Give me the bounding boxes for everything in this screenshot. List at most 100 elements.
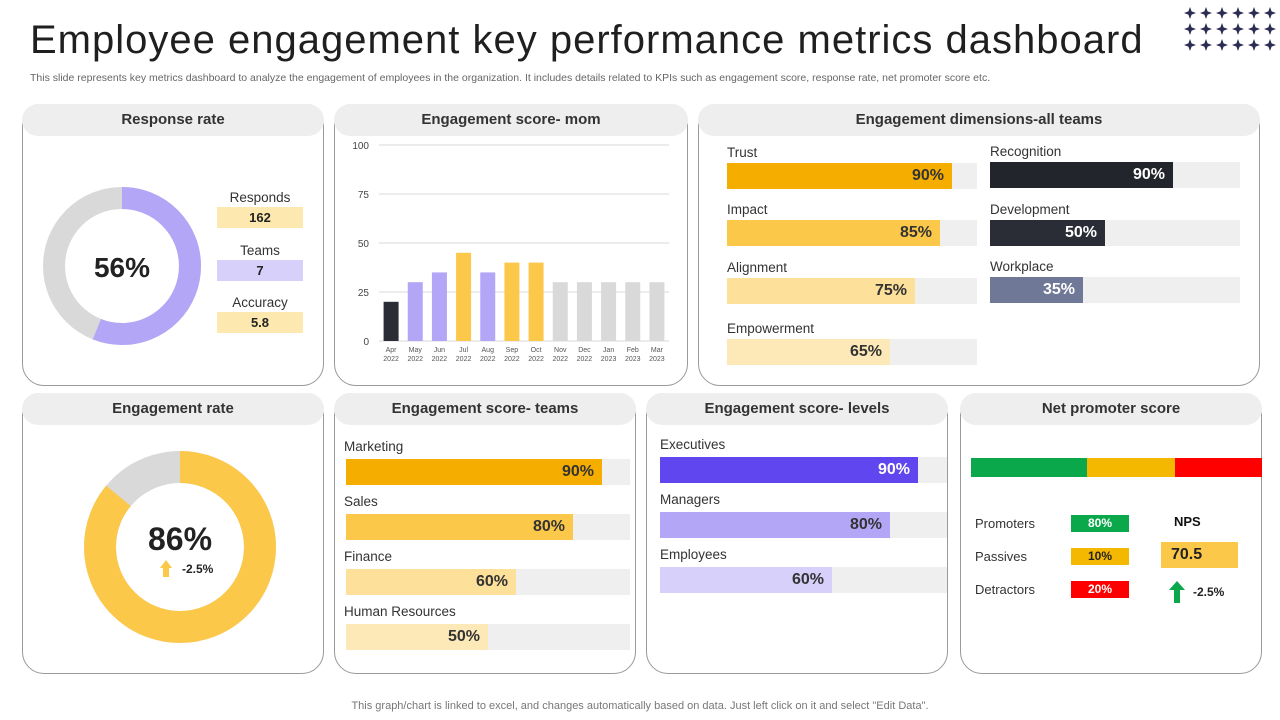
bar-may[interactable] xyxy=(407,282,423,341)
legend-label-responds: Responds xyxy=(229,190,291,205)
teams-panel: Engagement score- teams Marketing 90% Sale… xyxy=(334,393,636,674)
x-tick-year: 2023 xyxy=(601,356,617,363)
bar-value: 80% xyxy=(849,516,882,533)
bar-sep[interactable] xyxy=(504,262,520,341)
decorative-stars-icon xyxy=(1184,7,1276,51)
response-rate-donut[interactable]: 56% xyxy=(41,185,203,347)
nps-panel: Net promoter score Promoters 80% Passive… xyxy=(960,393,1262,674)
nps-title: Net promoter score xyxy=(960,393,1262,425)
bar-value: 90% xyxy=(877,461,910,478)
footer-note: This graph/chart is linked to excel, and… xyxy=(351,700,929,712)
bar-mar[interactable] xyxy=(649,282,665,341)
x-tick-year: 2022 xyxy=(528,356,544,363)
bar-fill[interactable] xyxy=(660,512,890,538)
bar-label: Recognition xyxy=(990,144,1062,159)
nps-scale-promoters xyxy=(971,458,1087,477)
bar-value: 35% xyxy=(1042,281,1075,298)
bar-label: Executives xyxy=(660,437,726,452)
engagement-rate-change: -2.5% xyxy=(182,562,214,576)
x-tick-month: Jul xyxy=(459,347,468,354)
x-tick-year: 2022 xyxy=(383,356,399,363)
response-rate-panel: Response rate 56% Responds 162 Teams 7 A… xyxy=(22,104,324,386)
nps-label-promoters: Promoters xyxy=(975,516,1035,531)
bar-label: Human Resources xyxy=(344,604,456,619)
bar-fill[interactable] xyxy=(727,163,952,189)
bar-fill[interactable] xyxy=(990,162,1173,188)
bar-value: 60% xyxy=(475,573,508,590)
bar-aug[interactable] xyxy=(480,272,496,341)
bar-apr[interactable] xyxy=(383,301,399,341)
nps-label-detractors: Detractors xyxy=(975,582,1035,597)
bar-jul[interactable] xyxy=(456,252,472,341)
page-subtitle: This slide represents key metrics dashbo… xyxy=(30,72,991,84)
levels-title: Engagement score- levels xyxy=(646,393,948,425)
bar-track: 85% xyxy=(727,220,977,246)
x-tick-year: 2022 xyxy=(432,356,448,363)
bar-value: 90% xyxy=(561,463,594,480)
bar-label: Impact xyxy=(727,202,768,217)
bar-fill[interactable] xyxy=(660,567,832,593)
nps-value-passives: 10% xyxy=(1071,548,1129,565)
bar-value: 60% xyxy=(791,571,824,588)
bar-label: Trust xyxy=(727,145,758,160)
bar-track: 90% xyxy=(346,459,630,485)
bar-track: 80% xyxy=(660,512,947,538)
x-tick-year: 2023 xyxy=(649,356,665,363)
bar-fill[interactable] xyxy=(727,339,890,365)
bar-fill[interactable] xyxy=(346,514,573,540)
bar-track: 90% xyxy=(727,163,977,189)
engagement-mom-chart[interactable]: 100 75 50 25 0 Apr 2022 May 2022 Jun 2022 Jul 2022 Au… xyxy=(335,137,687,367)
legend-label-accuracy: Accuracy xyxy=(232,295,288,310)
nps-value-detractors: 20% xyxy=(1071,581,1129,598)
bar-value: 90% xyxy=(911,167,944,184)
bar-jan[interactable] xyxy=(601,282,617,341)
x-tick-month: Mar xyxy=(651,347,664,354)
bar-label: Workplace xyxy=(990,259,1054,274)
y-tick-label: 100 xyxy=(352,141,369,152)
y-tick-label: 0 xyxy=(363,337,369,348)
bar-fill[interactable] xyxy=(346,624,488,650)
bar-label: Development xyxy=(990,202,1070,217)
bar-nov[interactable] xyxy=(552,282,568,341)
x-tick-year: 2022 xyxy=(577,356,593,363)
bar-value: 50% xyxy=(447,628,480,645)
nps-change: -2.5% xyxy=(1193,585,1225,599)
bar-track: 80% xyxy=(346,514,630,540)
dimensions-panel: Engagement dimensions-all teams Trust 90%… xyxy=(698,104,1260,386)
bar-value: 90% xyxy=(1132,166,1165,183)
x-tick-month: May xyxy=(409,347,423,354)
nps-label: NPS xyxy=(1174,514,1201,529)
bar-fill[interactable] xyxy=(346,459,602,485)
nps-scale-passives xyxy=(1087,458,1175,477)
x-tick-month: Sep xyxy=(506,347,519,354)
nps-label-passives: Passives xyxy=(975,549,1028,564)
bar-label: Finance xyxy=(344,549,393,564)
bar-fill[interactable] xyxy=(990,220,1105,246)
bar-dec[interactable] xyxy=(576,282,592,341)
y-tick-label: 75 xyxy=(358,190,370,201)
bar-fill[interactable] xyxy=(346,569,516,595)
x-tick-year: 2022 xyxy=(407,356,423,363)
bar-fill[interactable] xyxy=(727,278,915,304)
bar-feb[interactable] xyxy=(625,282,641,341)
bar-jun[interactable] xyxy=(431,272,447,341)
bar-track: 75% xyxy=(727,278,977,304)
bar-fill[interactable] xyxy=(727,220,940,246)
bar-oct[interactable] xyxy=(528,262,544,341)
bar-track: 50% xyxy=(346,624,630,650)
bar-track: 50% xyxy=(990,220,1240,246)
bar-fill[interactable] xyxy=(990,277,1083,303)
x-tick-month: Feb xyxy=(627,347,639,354)
bar-value: 65% xyxy=(849,343,882,360)
x-tick-month: Jun xyxy=(434,347,445,354)
donut-fill xyxy=(84,451,276,643)
up-arrow-icon xyxy=(160,560,172,577)
y-tick-label: 50 xyxy=(358,239,370,250)
bar-label: Sales xyxy=(344,494,378,509)
engagement-rate-donut[interactable]: 86% -2.5% xyxy=(83,450,277,644)
response-rate-title: Response rate xyxy=(22,104,324,136)
legend-value-accuracy: 5.8 xyxy=(217,312,303,333)
bar-label: Marketing xyxy=(344,439,404,454)
bar-fill[interactable] xyxy=(660,457,918,483)
x-tick-year: 2022 xyxy=(552,356,568,363)
